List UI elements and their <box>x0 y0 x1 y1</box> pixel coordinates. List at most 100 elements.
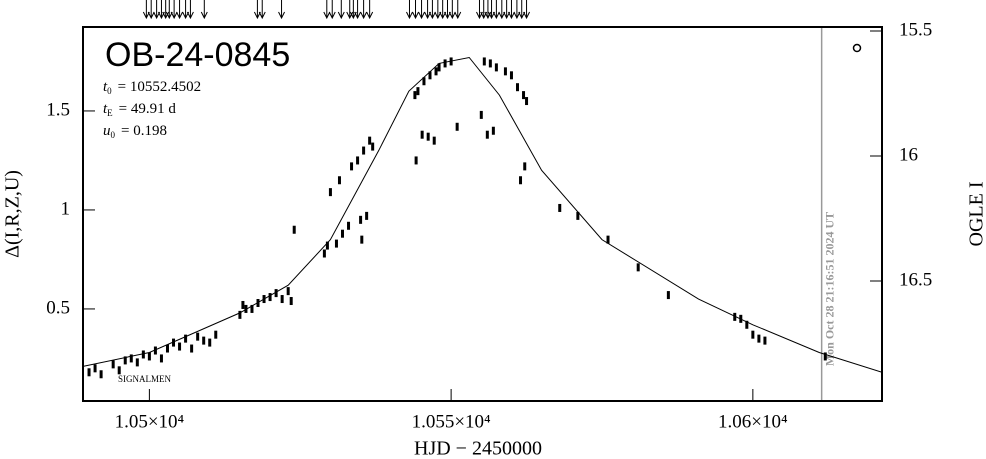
data-point <box>426 132 430 141</box>
param-symbol: t <box>103 79 108 95</box>
data-point <box>751 330 755 339</box>
obs-arrow <box>186 0 194 20</box>
data-point <box>129 354 133 363</box>
y2-tick-label: 15.5 <box>899 19 932 40</box>
obs-arrow <box>360 0 368 20</box>
data-point <box>292 225 296 234</box>
obs-arrow <box>439 0 447 20</box>
obs-arrow <box>503 0 511 20</box>
data-point <box>558 203 562 212</box>
data-point <box>117 366 121 375</box>
data-point <box>823 352 827 361</box>
x-axis-title: HJD − 2450000 <box>414 438 542 459</box>
data-point <box>196 332 200 341</box>
data-point <box>238 310 242 319</box>
data-point <box>340 229 344 238</box>
data-point <box>576 211 580 220</box>
data-point <box>519 176 523 185</box>
data-point <box>414 156 418 165</box>
fit-parameter: t0 = 10552.4502 <box>103 79 201 96</box>
data-point <box>479 110 483 119</box>
obs-arrow <box>508 0 515 20</box>
data-point <box>123 356 127 365</box>
x-tick-label: 1.06×10⁴ <box>718 411 788 432</box>
data-point <box>509 71 513 80</box>
data-point <box>322 249 326 258</box>
data-point <box>268 293 272 302</box>
data-point <box>99 370 103 379</box>
data-point <box>432 136 436 145</box>
now-label: Mon Oct 28 21:16:51 2024 UT <box>822 212 836 366</box>
fit-parameter: tE = 49.91 d <box>103 101 176 118</box>
data-point <box>328 188 332 197</box>
obs-arrow <box>488 0 495 20</box>
y-axis-title: Δ(I,R,Z,U) <box>2 170 24 258</box>
data-point <box>190 344 194 353</box>
obs-arrow <box>323 0 331 20</box>
x-tick-label: 1.05×10⁴ <box>115 411 185 432</box>
data-point <box>159 354 163 363</box>
param-subscript: E <box>107 108 113 118</box>
y2-tick-label: 16.5 <box>899 269 932 290</box>
data-point <box>365 211 369 220</box>
data-point <box>371 142 375 151</box>
data-point <box>485 130 489 139</box>
obs-arrow <box>454 0 462 20</box>
data-point <box>368 136 372 145</box>
data-point <box>280 295 284 304</box>
data-point <box>360 235 364 244</box>
data-point <box>745 320 749 329</box>
data-point <box>666 291 670 300</box>
data-point <box>443 59 447 68</box>
data-point <box>491 126 495 135</box>
obs-arrow <box>498 0 506 20</box>
obs-arrow <box>153 0 161 20</box>
data-point <box>763 336 767 345</box>
data-point <box>334 239 338 248</box>
obs-arrow <box>412 0 419 20</box>
data-point <box>184 334 188 343</box>
data-point <box>111 360 115 369</box>
data-point <box>362 146 366 155</box>
obs-arrow <box>337 0 345 20</box>
data-point <box>172 338 176 347</box>
data-point <box>416 87 420 96</box>
data-point <box>178 342 182 351</box>
obs-arrow <box>147 0 155 20</box>
data-point <box>455 122 459 131</box>
obs-arrow <box>170 0 178 20</box>
param-symbol: u <box>103 123 111 139</box>
data-point <box>757 334 761 343</box>
data-point <box>214 330 218 339</box>
y2-tick-label: 16 <box>899 144 918 165</box>
data-point <box>356 156 360 165</box>
data-point <box>503 67 507 76</box>
obs-arrow <box>513 0 521 20</box>
obs-arrow <box>448 0 456 20</box>
data-point <box>428 71 432 80</box>
obs-arrow <box>142 0 150 20</box>
data-point <box>482 57 486 66</box>
data-point <box>274 289 278 298</box>
obs-arrow <box>328 0 336 20</box>
obs-arrow <box>444 0 451 20</box>
data-point <box>250 304 254 313</box>
annotation: SIGNALMEN <box>118 374 171 384</box>
data-point <box>202 336 206 345</box>
param-value: = 0.198 <box>121 123 167 139</box>
obs-arrow <box>418 0 425 20</box>
data-point <box>286 287 290 296</box>
data-point <box>488 59 492 68</box>
data-point <box>141 350 145 359</box>
obs-arrow <box>354 0 362 20</box>
obs-arrow <box>434 0 442 20</box>
x-tick-label: 1.055×10⁴ <box>412 411 491 432</box>
data-point <box>422 77 426 86</box>
data-point <box>494 63 498 72</box>
data-point <box>165 344 169 353</box>
obs-arrow <box>176 0 184 20</box>
fit-parameter: u0 = 0.198 <box>103 123 167 140</box>
data-point <box>337 176 341 185</box>
data-point <box>525 97 529 106</box>
obs-arrow <box>366 0 374 20</box>
